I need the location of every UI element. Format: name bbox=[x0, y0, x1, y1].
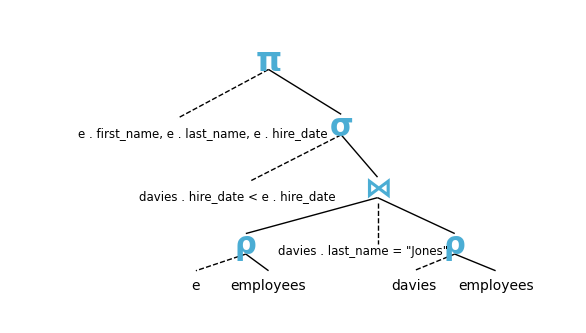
Text: π: π bbox=[255, 45, 282, 78]
Text: e: e bbox=[192, 279, 200, 293]
Text: employees: employees bbox=[458, 279, 533, 293]
Text: σ: σ bbox=[329, 113, 353, 142]
Text: davies . hire_date < e . hire_date: davies . hire_date < e . hire_date bbox=[139, 190, 336, 203]
Text: ρ: ρ bbox=[235, 232, 257, 261]
Text: employees: employees bbox=[231, 279, 306, 293]
Text: ρ: ρ bbox=[444, 232, 466, 261]
Text: davies . last_name = "Jones": davies . last_name = "Jones" bbox=[278, 245, 448, 258]
Text: e . first_name, e . last_name, e . hire_date: e . first_name, e . last_name, e . hire_… bbox=[78, 127, 328, 140]
Text: davies: davies bbox=[391, 279, 437, 293]
Text: ⋈: ⋈ bbox=[364, 176, 391, 204]
